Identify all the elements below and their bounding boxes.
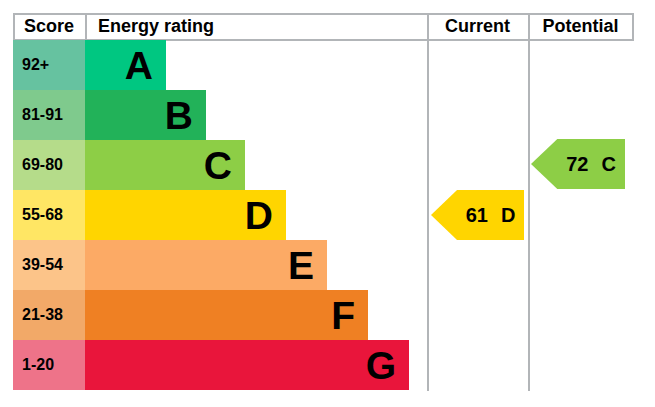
- rating-letter-e: E: [288, 246, 314, 285]
- band-row-c: 69-80 C: [13, 140, 409, 190]
- score-range-e: 39-54: [13, 240, 85, 290]
- rating-letter-a: A: [125, 46, 153, 85]
- rating-bar-c: C: [85, 140, 245, 190]
- band-row-e: 39-54 E: [13, 240, 409, 290]
- score-range-g: 1-20: [13, 340, 85, 390]
- score-range-a: 92+: [13, 40, 85, 90]
- energy-rating-column-header: Energy rating: [98, 13, 214, 39]
- score-column-divider: [85, 13, 87, 41]
- band-row-a: 92+ A: [13, 40, 409, 90]
- energy-rating-column-divider: [427, 13, 429, 391]
- rating-bar-d: D: [85, 190, 286, 240]
- potential-rating-arrow: 72 C: [531, 139, 625, 189]
- potential-rating-value: 72: [566, 153, 588, 176]
- score-range-c: 69-80: [13, 140, 85, 190]
- band-row-f: 21-38 F: [13, 290, 409, 340]
- score-range-d: 55-68: [13, 190, 85, 240]
- band-row-b: 81-91 B: [13, 90, 409, 140]
- rating-letter-b: B: [165, 96, 193, 135]
- rating-bar-b: B: [85, 90, 206, 140]
- rating-letter-c: C: [204, 146, 232, 185]
- current-rating-value: 61: [466, 204, 488, 227]
- rating-bar-a: A: [85, 40, 166, 90]
- band-rows: 92+ A 81-91 B 69-80 C 55-68 D 39-54: [13, 40, 409, 390]
- band-row-d: 55-68 D: [13, 190, 409, 240]
- rating-bar-g: G: [85, 340, 409, 390]
- band-row-g: 1-20 G: [13, 340, 409, 390]
- epc-rating-chart: Score Energy rating Current Potential 92…: [0, 0, 655, 407]
- rating-bar-f: F: [85, 290, 368, 340]
- rating-bar-e: E: [85, 240, 327, 290]
- score-range-f: 21-38: [13, 290, 85, 340]
- potential-rating-letter: C: [601, 153, 615, 176]
- current-rating-letter: D: [501, 204, 515, 227]
- current-rating-arrow: 61 D: [431, 190, 524, 240]
- potential-column-header: Potential: [528, 13, 633, 39]
- score-range-b: 81-91: [13, 90, 85, 140]
- rating-letter-d: D: [245, 196, 273, 235]
- score-column-header: Score: [13, 13, 85, 39]
- current-column-divider: [528, 13, 530, 391]
- current-column-header: Current: [427, 13, 528, 39]
- rating-letter-f: F: [331, 296, 355, 335]
- rating-letter-g: G: [366, 346, 396, 385]
